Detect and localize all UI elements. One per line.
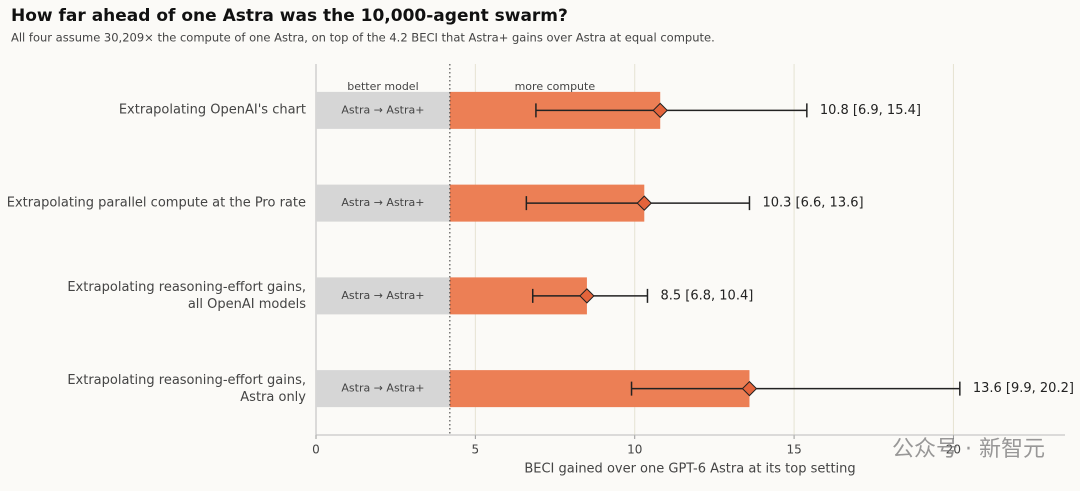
x-tick-label: 10 — [627, 443, 642, 457]
watermark: 公众号 · 新智元 — [892, 437, 1045, 462]
value-label: 10.3 [6.6, 13.6] — [762, 196, 863, 211]
value-label: 8.5 [6.8, 10.4] — [660, 288, 753, 303]
chart-title: How far ahead of one Astra was the 10,00… — [11, 6, 568, 26]
chart-subtitle: All four assume 30,209× the compute of o… — [11, 31, 715, 45]
y-tick-label: Extrapolating reasoning-effort gains, As… — [67, 372, 306, 405]
value-label: 13.6 [9.9, 20.2] — [973, 381, 1074, 396]
estimate-marker — [579, 288, 595, 304]
x-tick-label: 15 — [786, 443, 801, 457]
estimate-marker — [741, 380, 758, 397]
y-tick-label: Extrapolating OpenAI's chart — [118, 102, 306, 118]
y-tick-label: Extrapolating reasoning-effort gains, al… — [67, 279, 306, 312]
bar — [316, 277, 450, 315]
bar — [316, 184, 450, 222]
x-axis-label: BECI gained over one GPT-6 Astra at its … — [524, 462, 855, 477]
bar — [316, 91, 450, 129]
legend-label: better model — [347, 80, 418, 93]
estimate-marker — [652, 102, 668, 119]
bar-label: Astra → Astra+ — [341, 289, 424, 302]
x-tick-label: 5 — [472, 443, 480, 457]
bar-label: Astra → Astra+ — [341, 196, 424, 209]
value-label: 10.8 [6.9, 15.4] — [820, 103, 921, 118]
bar-label: Astra → Astra+ — [341, 103, 424, 116]
bar-label: Astra → Astra+ — [341, 382, 424, 395]
x-tick-label: 20 — [946, 443, 961, 457]
estimate-marker — [636, 195, 652, 211]
y-tick-label: Extrapolating parallel compute at the Pr… — [6, 195, 306, 211]
legend-label: more compute — [515, 80, 596, 93]
bar — [316, 370, 450, 408]
x-tick-label: 0 — [312, 443, 320, 457]
